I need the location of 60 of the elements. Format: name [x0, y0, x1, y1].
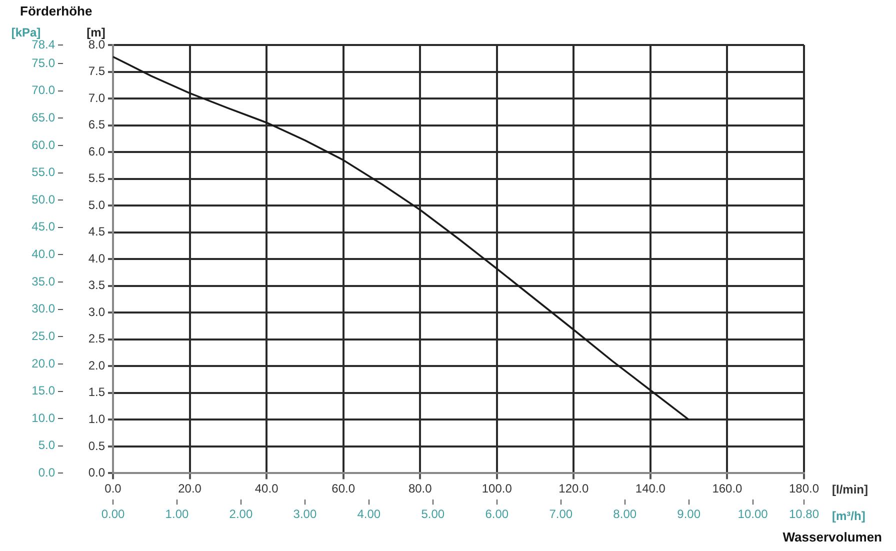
- y2-tick-label: 20.0: [32, 356, 56, 370]
- y-axis-title: [m]: [86, 25, 106, 40]
- x-tick-label: 180.0: [788, 482, 820, 496]
- x2-tick-label: 7.00: [549, 507, 573, 522]
- y2-tick-label: 30.0: [32, 302, 56, 316]
- y2-tick-label: 45.0: [32, 220, 56, 234]
- x-tick-label: 0.0: [104, 482, 122, 496]
- y2-tick-label: 5.0: [38, 438, 56, 452]
- y-tick-label: 2.5: [88, 332, 106, 346]
- y-tick-label: 1.5: [88, 385, 106, 400]
- y2-tick-label: 60.0: [32, 138, 56, 152]
- y-tick-label: 4.0: [88, 251, 106, 266]
- x2-tick-label: 10.80: [788, 507, 820, 522]
- x2-tick-label: 3.00: [293, 507, 317, 522]
- y2-tick-label: 70.0: [32, 83, 56, 98]
- y2-tick-label: 15.0: [32, 384, 56, 398]
- y-tick-label: 7.5: [88, 64, 106, 78]
- y2-axis-title: [kPa]: [11, 25, 41, 40]
- y-tick-label: 2.0: [88, 358, 106, 372]
- y-tick-label: 6.5: [88, 118, 106, 132]
- x-tick-label: 160.0: [712, 482, 743, 496]
- x-tick-label: 100.0: [482, 482, 512, 496]
- x-tick-label: 20.0: [178, 482, 202, 496]
- text: Förderhöhe: [20, 4, 92, 19]
- x-tick-label: 40.0: [254, 482, 279, 496]
- x2-tick-label: 9.00: [677, 507, 701, 522]
- y2-tick-label: 0.0: [38, 466, 56, 480]
- x2-tick-label: 4.00: [357, 507, 381, 522]
- y2-tick-label: 65.0: [32, 110, 56, 124]
- x2-tick-label: 5.00: [421, 507, 445, 522]
- y-tick-label: 7.0: [88, 90, 106, 105]
- y-tick-label: 3.0: [88, 304, 106, 319]
- x2-tick-label: 0.00: [101, 507, 125, 522]
- y-tick-label: 4.5: [88, 224, 106, 239]
- x2-tick-label: 2.00: [229, 507, 253, 522]
- x-tick-label: 120.0: [558, 482, 590, 496]
- y2-tick-label: 55.0: [32, 165, 56, 180]
- y-tick-label: 5.5: [88, 171, 106, 186]
- y-tick-label: 3.5: [88, 278, 106, 292]
- text: Wasservolumen: [782, 530, 882, 545]
- y-tick-label: 1.0: [88, 412, 106, 426]
- x2-tick-label: 1.00: [165, 507, 189, 522]
- x-tick-label: 140.0: [635, 482, 666, 496]
- y2-tick-label: 75.0: [32, 56, 56, 70]
- x2-axis-title: [m³/h]: [832, 508, 866, 523]
- y-tick-label: 0.0: [88, 466, 106, 480]
- y2-tick-label: 40.0: [32, 247, 56, 262]
- y2-tick-label: 10.0: [32, 410, 56, 425]
- y2-tick-label: 25.0: [32, 328, 56, 343]
- x2-tick-label: 10.00: [738, 507, 768, 522]
- y-tick-label: 6.0: [88, 144, 106, 158]
- x-axis-title: [l/min]: [832, 482, 868, 497]
- x-tick-label: 60.0: [332, 482, 356, 496]
- y2-tick-label: 35.0: [32, 274, 56, 288]
- y-tick-label: 0.5: [88, 438, 106, 453]
- x2-tick-label: 6.00: [485, 507, 509, 522]
- x2-tick-label: 8.00: [613, 507, 637, 522]
- x-tick-label: 80.0: [408, 482, 432, 496]
- y2-tick-label: 50.0: [32, 192, 56, 206]
- y-tick-label: 5.0: [88, 198, 106, 212]
